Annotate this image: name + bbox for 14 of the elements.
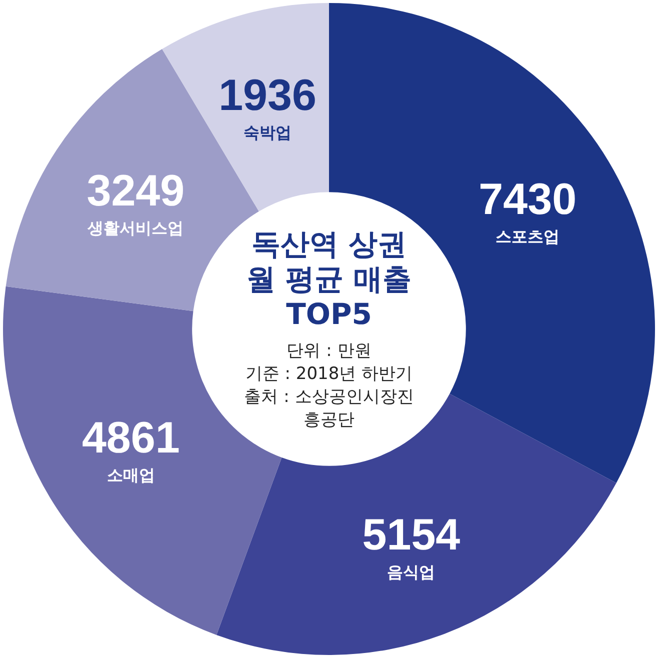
- source-note: 출처 : 소상공인시장진흥공단: [244, 386, 414, 432]
- slice-label: 음식업: [387, 562, 436, 582]
- text: 독산역 상권 월 평균 매출 TOP5: [245, 226, 413, 332]
- slice-label: 소매업: [106, 466, 155, 485]
- data-label: 4861: [82, 414, 180, 463]
- text: 기준 : 2018년 하반기: [244, 362, 414, 386]
- slice-label: 생활서비스업: [86, 218, 184, 238]
- data-label: 5154: [362, 510, 461, 560]
- data-label: 1936: [218, 70, 316, 120]
- data-label: 7430: [478, 175, 577, 224]
- slice-label: 스포츠업: [496, 227, 560, 246]
- text: 단위 : 만원: [286, 340, 372, 362]
- data-label: 3249: [86, 166, 185, 216]
- slice-label: 숙박업: [244, 122, 292, 142]
